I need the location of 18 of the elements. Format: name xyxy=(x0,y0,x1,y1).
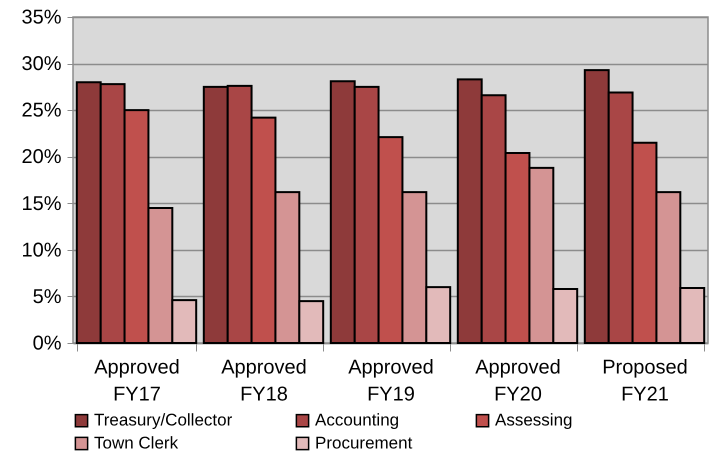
legend-label: Procurement xyxy=(315,434,413,452)
y-tick-label: 20% xyxy=(21,146,62,168)
legend-label: Treasury/Collector xyxy=(94,410,233,430)
x-tick-label: Approved FY18 xyxy=(221,356,307,406)
x-tick-label: Proposed FY21 xyxy=(602,356,688,406)
x-tick-label: Approved FY19 xyxy=(348,356,434,406)
legend-label: Assessing xyxy=(495,410,572,430)
y-tick-label: 0% xyxy=(32,332,62,354)
x-tick-label: Approved FY20 xyxy=(475,356,561,406)
x-tick-label: Approved FY17 xyxy=(94,356,180,406)
legend-label: Accounting xyxy=(315,410,400,430)
y-tick-label: 35% xyxy=(21,6,62,28)
y-tick-label: 25% xyxy=(21,100,62,122)
legend-label: Town Clerk xyxy=(94,434,179,452)
y-tick-label: 15% xyxy=(21,192,62,215)
y-tick-label: 30% xyxy=(21,53,62,76)
y-tick-label: 5% xyxy=(32,286,62,308)
y-tick-label: 10% xyxy=(21,239,62,262)
